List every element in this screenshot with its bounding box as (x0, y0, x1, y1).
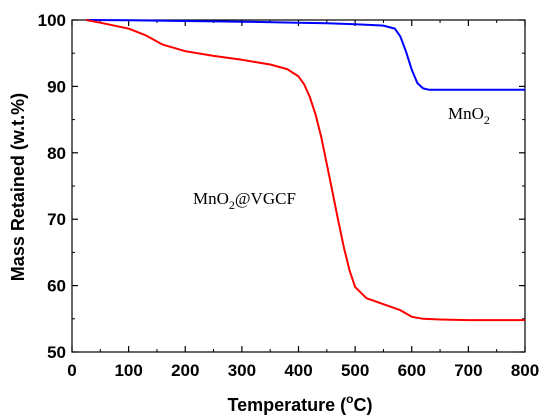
y-tick-label: 90 (47, 77, 66, 96)
y-axis-title: Mass Retained (w.t.%) (8, 93, 28, 281)
y-tick-label: 50 (47, 343, 66, 362)
series-label-main: MnO (193, 189, 229, 208)
y-tick-label: 100 (38, 11, 66, 30)
series-label-1: MnO2@VGCF (193, 189, 296, 212)
y-tick-label: 70 (47, 210, 66, 229)
series-label-suffix: @VGCF (235, 189, 296, 208)
y-tick-label: 80 (47, 144, 66, 163)
y-tick-label: 60 (47, 277, 66, 296)
x-axis-title-degree: o (346, 392, 353, 406)
series-line-1 (86, 19, 525, 322)
x-tick-label: 100 (114, 361, 142, 380)
series-label-0: MnO2 (448, 104, 490, 127)
x-tick-label: 800 (511, 361, 539, 380)
y-axis-ticks: 50 60 70 80 90 100 (38, 11, 525, 362)
x-tick-label: 400 (284, 361, 312, 380)
x-tick-label: 0 (67, 361, 76, 380)
x-tick-label: 300 (228, 361, 256, 380)
x-axis-title-suffix: C) (354, 395, 373, 415)
series-lines (86, 19, 525, 322)
series-label-subscript: 2 (484, 113, 490, 127)
x-tick-label: 700 (454, 361, 482, 380)
x-tick-label: 500 (341, 361, 369, 380)
x-axis-ticks: 0 100 200 300 400 500 600 700 800 (67, 20, 539, 380)
x-axis-title: Temperature (oC) (227, 392, 372, 415)
series-label-subscript: 2 (229, 198, 235, 212)
x-axis-title-prefix: Temperature ( (227, 395, 346, 415)
x-tick-label: 600 (398, 361, 426, 380)
x-tick-label: 200 (171, 361, 199, 380)
series-line-0 (86, 19, 525, 91)
series-label-main: MnO (448, 104, 484, 123)
plot-area (71, 19, 526, 353)
